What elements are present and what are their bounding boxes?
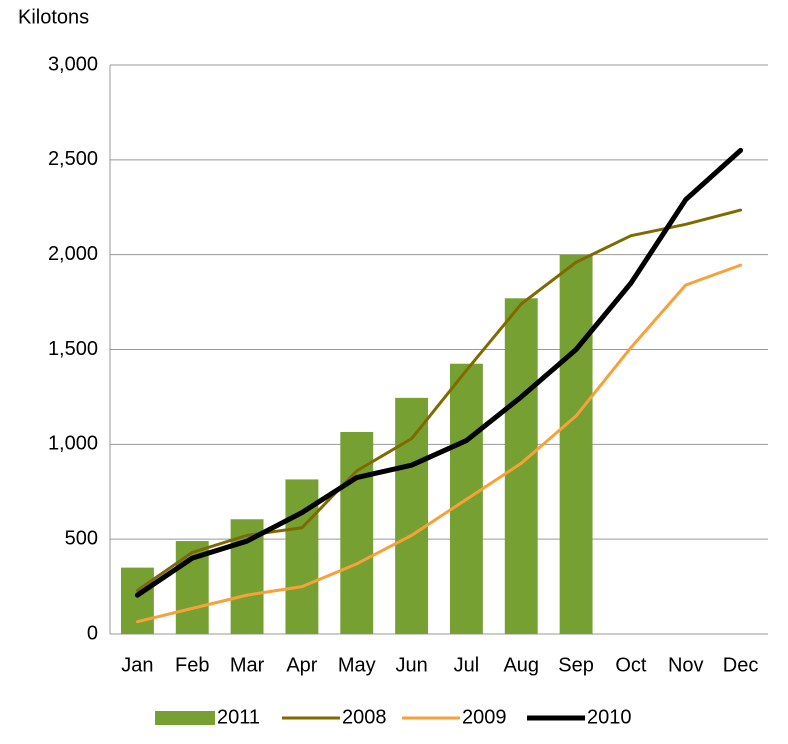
line (135, 208, 743, 592)
legend-label: 2011 (217, 706, 260, 728)
bar (120, 567, 154, 634)
x-tick-label: Jan (121, 654, 153, 676)
y-tick-label: 1,000 (48, 433, 98, 455)
legend-swatch (155, 711, 215, 725)
x-tick-label: Jul (454, 654, 480, 676)
x-tick-label: Mar (230, 654, 265, 676)
bar (559, 254, 593, 634)
x-tick-label: Nov (668, 654, 704, 676)
x-tick-label: Sep (558, 654, 594, 676)
x-tick-label: Oct (615, 654, 647, 676)
legend-label: 2010 (587, 706, 632, 728)
x-tick-label: Feb (175, 654, 209, 676)
x-tick-label: May (338, 654, 376, 676)
bar (504, 298, 538, 634)
bar (395, 397, 429, 634)
y-tick-label: 3,000 (48, 53, 98, 75)
y-tick-label: 500 (65, 527, 98, 549)
legend-label: 2008 (342, 706, 387, 728)
line (135, 263, 743, 624)
y-tick-label: 2,500 (48, 148, 98, 170)
line (134, 147, 744, 598)
x-tick-label: Dec (723, 654, 759, 676)
x-tick-label: Apr (286, 654, 317, 676)
bar (340, 432, 374, 634)
x-tick-label: Aug (503, 654, 539, 676)
y-tick-label: 1,500 (48, 338, 98, 360)
y-tick-label: 0 (87, 622, 98, 644)
x-tick-label: Jun (395, 654, 427, 676)
y-tick-label: 2,000 (48, 243, 98, 265)
y-axis-label: Kilotons (18, 6, 89, 28)
legend-label: 2009 (462, 706, 507, 728)
